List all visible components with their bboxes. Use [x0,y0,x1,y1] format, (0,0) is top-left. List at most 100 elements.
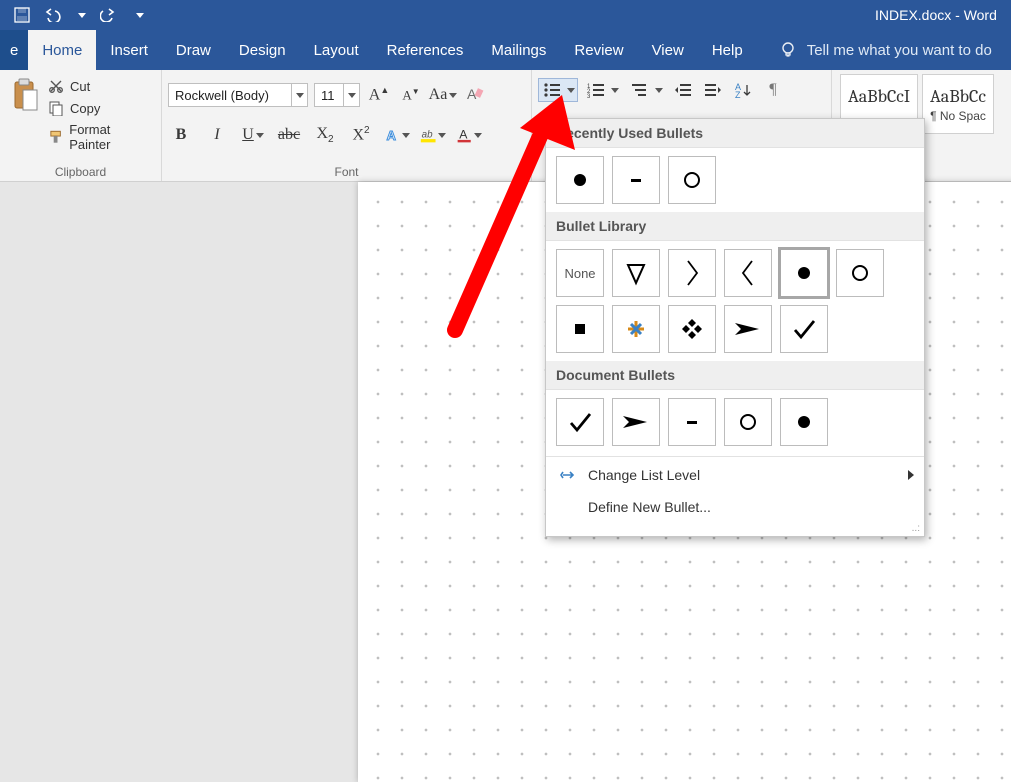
tell-me-search[interactable]: Tell me what you want to do [757,30,992,70]
font-size-value: 11 [315,88,343,103]
font-color-button[interactable]: A [456,123,482,147]
change-case-button[interactable]: Aa [430,83,456,107]
bullet-arrowhead[interactable] [724,305,772,353]
bullet-circle[interactable] [836,249,884,297]
highlight-icon: ab [420,125,438,145]
multilevel-list-button[interactable] [626,78,666,102]
numbering-icon: 123 [583,82,609,98]
eraser-icon: A [465,86,485,104]
bullet-checkmark[interactable] [780,305,828,353]
qat-customize-icon[interactable] [136,13,144,18]
title-bar: INDEX.docx - Word [0,0,1011,30]
define-new-bullet-label: Define New Bullet... [588,499,711,515]
tab-help[interactable]: Help [698,30,757,70]
subscript-button[interactable]: X2 [312,123,338,147]
italic-button[interactable]: I [204,123,230,147]
bullet-dash[interactable] [612,156,660,204]
font-color-icon: A [456,125,474,145]
decrease-indent-button[interactable] [670,78,696,102]
style-nospacing[interactable]: AaBbCc ¶ No Spac [922,74,994,134]
undo-icon[interactable] [44,8,64,22]
text-effects-icon: A [384,125,402,145]
change-list-level-item[interactable]: Change List Level [546,459,924,491]
numbering-split-button[interactable]: 123 [582,78,622,102]
chevron-down-icon[interactable] [565,88,577,93]
font-name-value: Rockwell (Body) [169,88,291,103]
paste-button[interactable] [6,74,46,165]
recent-bullets-grid [546,148,924,212]
style-label: ¶ No Spac [930,109,986,123]
increase-indent-button[interactable] [700,78,726,102]
shrink-font-button[interactable]: A▼ [398,83,424,107]
bullets-dropdown: Recently Used Bullets Bullet Library Non… [545,118,925,537]
lightbulb-icon [779,41,797,59]
superscript-button[interactable]: X2 [348,123,374,147]
document-bullets-header: Document Bullets [546,361,924,390]
font-size-combo[interactable]: 11 [314,83,360,107]
cut-button[interactable]: Cut [48,78,151,94]
show-marks-button[interactable]: ¶ [760,78,786,102]
svg-text:A: A [459,127,468,141]
bullet-circle[interactable] [668,156,716,204]
resize-grip-icon[interactable]: ..: [546,523,924,536]
bullet-dash[interactable] [668,398,716,446]
bullet-angle-right[interactable] [668,249,716,297]
save-icon[interactable] [14,7,30,23]
undo-dropdown-icon[interactable] [78,13,86,18]
text-effects-button[interactable]: A [384,123,410,147]
bullet-none[interactable]: None [556,249,604,297]
chevron-down-icon[interactable] [343,84,359,106]
bullet-arrowhead[interactable] [612,398,660,446]
bold-button[interactable]: B [168,123,194,147]
copy-label: Copy [70,101,100,116]
font-name-combo[interactable]: Rockwell (Body) [168,83,308,107]
style-sample: AaBbCcI [848,86,910,107]
change-list-level-label: Change List Level [588,467,700,483]
redo-icon[interactable] [100,8,116,22]
bullet-down-triangle[interactable] [612,249,660,297]
strikethrough-button[interactable]: abc [276,123,302,147]
tab-file[interactable]: e [0,30,28,70]
tab-view[interactable]: View [638,30,698,70]
tab-draw[interactable]: Draw [162,30,225,70]
change-level-icon [560,468,578,482]
scissors-icon [48,78,64,94]
bullet-four-diamonds[interactable] [668,305,716,353]
tab-mailings[interactable]: Mailings [477,30,560,70]
bullet-checkmark[interactable] [556,398,604,446]
style-sample: AaBbCc [930,86,986,107]
chevron-down-icon[interactable] [291,84,307,106]
format-painter-button[interactable]: Format Painter [48,122,151,152]
bullets-icon [539,82,565,98]
tab-design[interactable]: Design [225,30,300,70]
highlight-button[interactable]: ab [420,123,446,147]
tab-layout[interactable]: Layout [300,30,373,70]
tab-review[interactable]: Review [560,30,637,70]
svg-text:A: A [386,128,396,143]
font-group-label: Font [168,165,525,181]
document-title: INDEX.docx - Word [875,7,997,23]
paintbrush-icon [48,129,63,145]
bullet-library-header: Bullet Library [546,212,924,241]
sort-button[interactable]: AZ [730,78,756,102]
clipboard-group-label: Clipboard [6,165,155,181]
bullet-disc[interactable] [780,249,828,297]
copy-button[interactable]: Copy [48,100,151,116]
copy-icon [48,100,64,116]
bullets-split-button[interactable] [538,78,578,102]
paste-icon [12,78,40,112]
clear-formatting-button[interactable]: A [462,83,488,107]
grow-font-button[interactable]: A▲ [366,83,392,107]
tab-references[interactable]: References [373,30,478,70]
define-new-bullet-item[interactable]: Define New Bullet... [546,491,924,523]
cut-label: Cut [70,79,90,94]
bullet-square[interactable] [556,305,604,353]
tab-insert[interactable]: Insert [96,30,162,70]
bullet-disc[interactable] [780,398,828,446]
bullet-angle-left[interactable] [724,249,772,297]
bullet-flower[interactable] [612,305,660,353]
bullet-disc[interactable] [556,156,604,204]
bullet-circle[interactable] [724,398,772,446]
underline-button[interactable]: U [240,123,266,147]
tab-home[interactable]: Home [28,30,96,70]
